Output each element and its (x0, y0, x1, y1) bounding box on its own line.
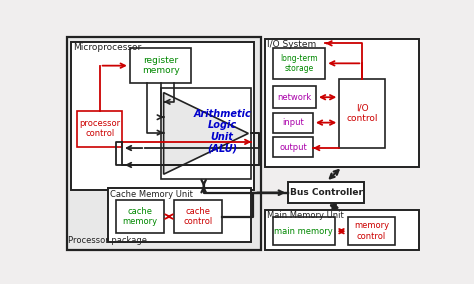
Text: long-term
storage: long-term storage (280, 54, 318, 73)
Text: Cache Memory Unit: Cache Memory Unit (109, 190, 192, 199)
Text: cache
memory: cache memory (122, 207, 157, 226)
Text: Arithmetic
Logic
Unit
(ALU): Arithmetic Logic Unit (ALU) (193, 109, 251, 153)
Bar (273, 113, 313, 133)
Bar (265, 39, 419, 166)
Text: I/O
control: I/O control (346, 104, 378, 123)
Text: main memory: main memory (274, 227, 333, 236)
Polygon shape (164, 93, 248, 174)
Text: input: input (282, 118, 304, 127)
Text: Microprocessor: Microprocessor (73, 43, 141, 52)
Text: Processor package: Processor package (68, 236, 147, 245)
Bar (77, 111, 122, 147)
Bar (71, 42, 255, 190)
Text: I/O System: I/O System (267, 40, 316, 49)
Text: cache
control: cache control (183, 207, 213, 226)
Text: network: network (277, 93, 311, 102)
Bar (273, 48, 325, 79)
Bar (265, 210, 419, 250)
Text: register
memory: register memory (142, 56, 180, 75)
Bar (108, 188, 251, 242)
Text: processor
control: processor control (79, 119, 120, 139)
Bar (116, 201, 164, 233)
Bar (273, 137, 313, 157)
Bar (273, 217, 335, 245)
Text: Main Memory Unit: Main Memory Unit (267, 211, 344, 220)
Text: Bus Controller: Bus Controller (290, 188, 363, 197)
Bar (273, 86, 316, 108)
Bar (66, 37, 261, 250)
Bar (174, 201, 222, 233)
Bar (339, 79, 385, 148)
Text: memory
control: memory control (354, 222, 389, 241)
Bar (130, 48, 191, 83)
Text: output: output (279, 143, 307, 152)
Bar (348, 217, 395, 245)
Bar (288, 182, 364, 203)
Bar (161, 88, 251, 179)
